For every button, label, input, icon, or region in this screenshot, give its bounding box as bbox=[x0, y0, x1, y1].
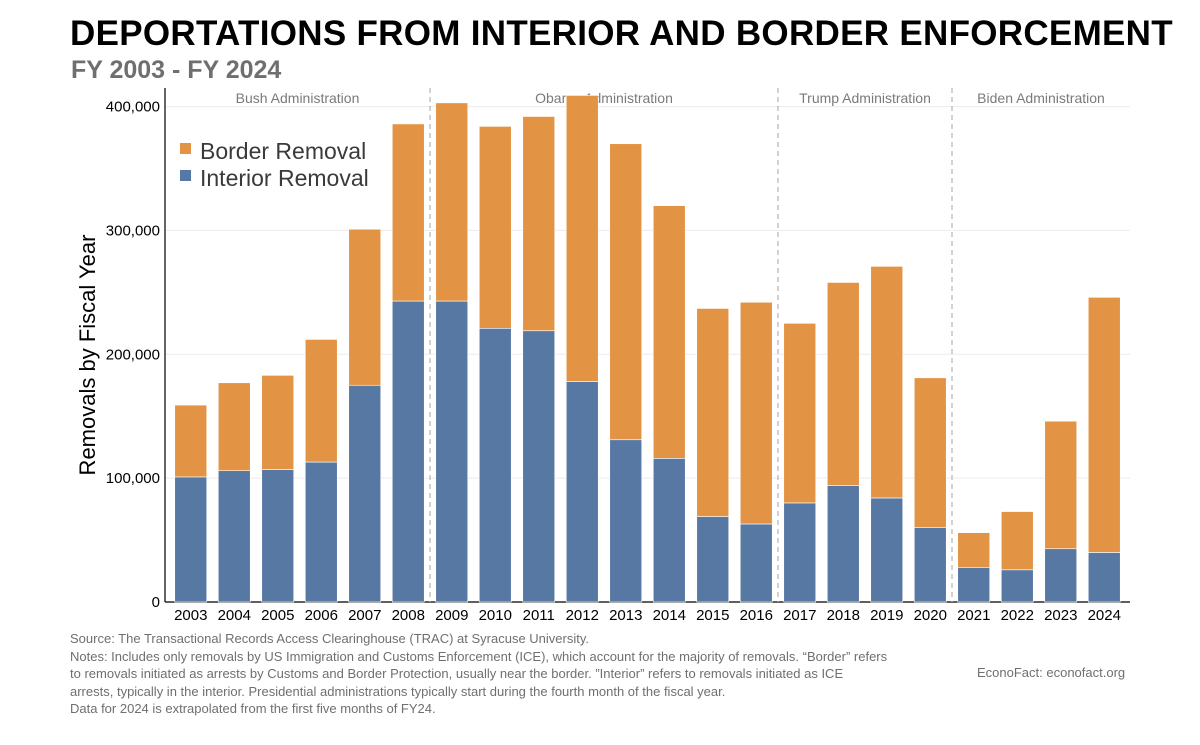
interior-removal-bar bbox=[957, 567, 991, 603]
border-removal-bar bbox=[565, 95, 599, 382]
chart-title: DEPORTATIONS FROM INTERIOR AND BORDER EN… bbox=[70, 14, 1173, 53]
interior-removal-bar bbox=[348, 384, 382, 603]
border-removal-bar bbox=[609, 143, 643, 441]
interior-removal-bar bbox=[609, 439, 643, 603]
era-label: Biden Administration bbox=[977, 90, 1105, 106]
border-removal-bar bbox=[522, 116, 556, 332]
border-removal-bar bbox=[174, 404, 208, 478]
x-tick-label: 2009 bbox=[435, 607, 468, 624]
x-tick-label: 2016 bbox=[740, 607, 773, 624]
border-removal-bar bbox=[304, 339, 338, 463]
x-tick-label: 2011 bbox=[523, 607, 555, 624]
era-label: Obama Administration bbox=[535, 90, 673, 106]
border-removal-bar bbox=[652, 205, 686, 459]
border-removal-bar bbox=[1000, 511, 1034, 571]
border-removal-bar bbox=[783, 323, 817, 504]
source-notes: Source: The Transactional Records Access… bbox=[70, 630, 887, 718]
x-tick-label: 2020 bbox=[914, 607, 947, 624]
x-tick-label: 2008 bbox=[392, 607, 425, 624]
legend-label: Border Removal bbox=[200, 138, 366, 164]
interior-removal-bar bbox=[783, 502, 817, 603]
x-tick-label: 2003 bbox=[174, 607, 207, 624]
legend-swatch bbox=[180, 143, 191, 154]
interior-removal-bar bbox=[913, 527, 947, 603]
border-removal-bar bbox=[913, 377, 947, 528]
stacked-bar-chart: 0 100,000 200,000 300,000 400,000 Removals by… bbox=[75, 88, 1130, 624]
x-tick-label: 2018 bbox=[827, 607, 860, 624]
border-removal-bar bbox=[217, 382, 251, 472]
border-removal-bar bbox=[1087, 297, 1121, 553]
interior-removal-bar bbox=[1087, 552, 1121, 603]
x-tick-label: 2014 bbox=[653, 607, 686, 624]
note-line: Source: The Transactional Records Access… bbox=[70, 631, 590, 646]
x-tick-label: 2023 bbox=[1044, 607, 1077, 624]
interior-removal-bar bbox=[391, 300, 425, 603]
x-tick-label: 2004 bbox=[218, 607, 251, 624]
interior-removal-bar bbox=[739, 523, 773, 603]
x-tick-label: 2015 bbox=[696, 607, 729, 624]
note-line: Data for 2024 is extrapolated from the f… bbox=[70, 701, 436, 716]
interior-removal-bar bbox=[1000, 569, 1034, 603]
x-tick-label: 2022 bbox=[1001, 607, 1034, 624]
y-tick-label: 0 bbox=[152, 594, 160, 611]
border-removal-bar bbox=[261, 375, 295, 470]
note-line: to removals initiated as arrests by Cust… bbox=[70, 666, 844, 681]
interior-removal-bar bbox=[826, 485, 860, 603]
interior-removal-bar bbox=[478, 327, 512, 603]
era-label: Bush Administration bbox=[236, 90, 360, 106]
x-tick-label: 2007 bbox=[348, 607, 381, 624]
x-tick-label: 2013 bbox=[609, 607, 642, 624]
border-removal-bar bbox=[348, 228, 382, 386]
interior-removal-bar bbox=[870, 497, 904, 603]
y-axis-title: Removals by Fiscal Year bbox=[75, 235, 100, 476]
legend-swatch bbox=[180, 170, 191, 181]
interior-removal-bar bbox=[652, 458, 686, 603]
border-removal-bar bbox=[1044, 420, 1078, 550]
x-tick-label: 2019 bbox=[870, 607, 903, 624]
x-tick-label: 2024 bbox=[1088, 607, 1121, 624]
y-tick-label: 400,000 bbox=[106, 99, 160, 116]
y-tick-label: 100,000 bbox=[106, 470, 160, 487]
x-tick-label: 2012 bbox=[566, 607, 599, 624]
interior-removal-bar bbox=[304, 461, 338, 603]
x-tick-label: 2021 bbox=[957, 607, 990, 624]
border-removal-bar bbox=[435, 102, 469, 302]
interior-removal-bar bbox=[217, 470, 251, 603]
border-removal-bar bbox=[391, 123, 425, 302]
border-removal-bar bbox=[739, 301, 773, 525]
legend-label: Interior Removal bbox=[200, 165, 369, 191]
interior-removal-bar bbox=[174, 476, 208, 603]
interior-removal-bar bbox=[565, 381, 599, 603]
interior-removal-bar bbox=[261, 469, 295, 603]
x-tick-label: 2010 bbox=[479, 607, 512, 624]
border-removal-bar bbox=[478, 126, 512, 329]
x-tick-label: 2006 bbox=[305, 607, 338, 624]
interior-removal-bar bbox=[1044, 548, 1078, 603]
y-tick-label: 200,000 bbox=[106, 346, 160, 363]
x-tick-label: 2005 bbox=[261, 607, 294, 624]
note-line: Notes: Includes only removals by US Immi… bbox=[70, 648, 888, 664]
interior-removal-bar bbox=[435, 300, 469, 603]
note-line: arrests, typically in the interior. Pres… bbox=[70, 683, 726, 699]
x-tick-label: 2017 bbox=[783, 607, 816, 624]
border-removal-bar bbox=[957, 532, 991, 568]
border-removal-bar bbox=[826, 282, 860, 486]
credit-text: EconoFact: econofact.org bbox=[977, 665, 1126, 680]
interior-removal-bar bbox=[696, 516, 730, 603]
y-tick-label: 300,000 bbox=[106, 222, 160, 239]
interior-removal-bar bbox=[522, 330, 556, 603]
border-removal-bar bbox=[696, 308, 730, 517]
border-removal-bar bbox=[870, 266, 904, 499]
era-label: Trump Administration bbox=[799, 90, 931, 106]
chart-subtitle: FY 2003 - FY 2024 bbox=[71, 56, 282, 84]
